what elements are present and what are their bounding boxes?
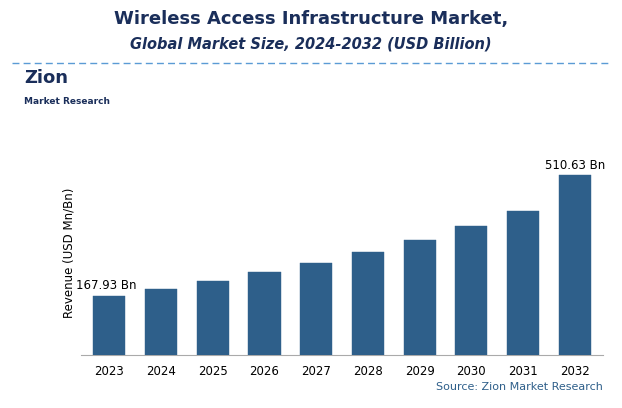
- Text: Global Market Size, 2024-2032 (USD Billion): Global Market Size, 2024-2032 (USD Billi…: [130, 37, 492, 52]
- Y-axis label: Revenue (USD Mn/Bn): Revenue (USD Mn/Bn): [62, 188, 75, 318]
- Bar: [197, 281, 229, 355]
- Bar: [248, 273, 281, 355]
- Text: Zion: Zion: [24, 69, 68, 86]
- Bar: [559, 175, 591, 355]
- Bar: [300, 263, 332, 355]
- Text: Market Research: Market Research: [24, 98, 110, 106]
- Text: Wireless Access Infrastructure Market,: Wireless Access Infrastructure Market,: [114, 10, 508, 28]
- Bar: [145, 289, 177, 355]
- Bar: [507, 211, 539, 355]
- Text: 510.63 Bn: 510.63 Bn: [545, 159, 605, 172]
- Text: 167.93 Bn: 167.93 Bn: [77, 279, 137, 293]
- Text: Source: Zion Market Research: Source: Zion Market Research: [437, 381, 603, 392]
- Bar: [404, 239, 436, 355]
- Bar: [352, 252, 384, 355]
- Bar: [455, 226, 488, 355]
- Bar: [93, 296, 126, 355]
- Text: CAGR : 11.80%: CAGR : 11.80%: [57, 382, 167, 395]
